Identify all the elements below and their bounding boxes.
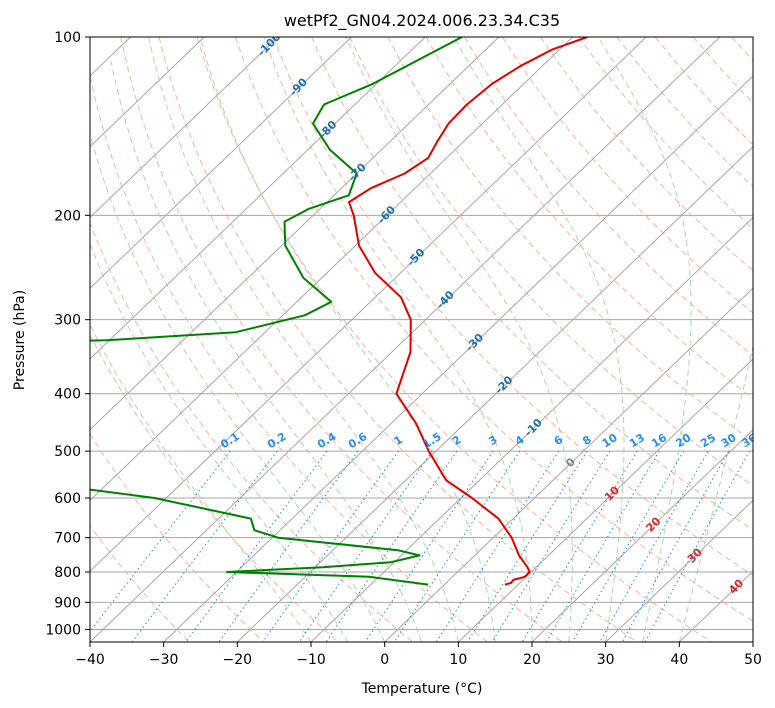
isotherm-line [163,75,753,642]
y-tick-label: 1000 [45,622,81,638]
mixing-ratio-line [644,450,751,642]
dry-adiabat-line [387,37,753,443]
dry-adiabat-line [90,73,488,642]
isotherm-line [90,37,647,572]
mixing-ratio-line [621,450,730,642]
isotherm-line [90,37,279,219]
mixing-ratio-line [545,450,660,642]
x-tick-label: 20 [523,652,541,668]
moist-adiabat-line [90,242,349,642]
series-layer [90,37,588,586]
x-tick-label: 10 [449,652,467,668]
background-lines [90,37,753,642]
y-tick-label: 400 [54,387,81,403]
mixing-ratio-line [185,450,328,642]
plot-frame [89,36,754,643]
dewpoint-trace [90,37,463,586]
y-axis-title: Pressure (hPa) [12,290,28,390]
moist-adiabat-line [90,132,386,642]
temperature-trace [348,37,588,586]
moist-adiabat-line [110,61,422,642]
plot-area: -100-90-80-70-60-50-40-30-20-10010203040… [90,37,753,642]
chart-title: wetPf2_GN04.2024.006.23.34.C35 [284,11,560,31]
dry-adiabat-line [501,37,753,314]
moist-adiabat-line [597,37,692,642]
isotherm-line [236,145,753,642]
mixing-ratio-line [435,450,560,642]
isotherm-line [384,287,753,642]
moist-adiabat-line [90,323,312,642]
x-tick-label: −40 [75,652,105,668]
x-axis-title: Temperature (°C) [361,681,483,697]
mixing-ratio-line [364,450,494,642]
mixing-ratio-line [572,450,685,642]
mixing-ratio-line [90,450,231,633]
y-tick-label: 500 [54,444,81,460]
y-tick-label: 600 [54,491,81,507]
moist-adiabat-line [678,344,753,642]
y-tick-label: 200 [54,208,81,224]
y-tick-label: 300 [54,313,81,329]
y-tick-label: 700 [54,531,81,547]
dry-adiabat-line [425,37,753,400]
x-tick-label: −30 [149,652,179,668]
y-axis: 100 200 300 400 500 600 700 800 900 1000 [45,30,90,638]
isotherm-line [90,37,352,289]
x-tick-label: −20 [223,652,253,668]
x-tick-label: 0 [380,652,389,668]
x-tick-label: −10 [296,652,326,668]
isotherm-line [90,37,721,642]
mixing-ratio-line [325,450,458,642]
mixing-ratio-line [218,450,359,642]
isotherm-line [90,37,500,431]
moist-adiabat-line [345,37,573,642]
isotherm-line [605,499,753,642]
dry-adiabat-line [90,333,339,642]
mixing-ratio-line [521,450,638,642]
dry-adiabat-line [273,37,753,576]
x-axis: −40 −30 −20 −10 0 10 20 30 40 50 [75,642,762,668]
moist-adiabat-line [453,37,625,642]
moist-adiabat-line [199,37,496,642]
y-tick-label: 900 [54,595,81,611]
dry-adiabat-line [90,221,414,642]
dry-adiabat-line [90,432,264,642]
moist-adiabat-line [263,37,533,642]
dry-adiabat-line [196,37,712,642]
isotherm-line [310,216,753,642]
isotherm-line [457,358,753,642]
y-tick-label: 800 [54,565,81,581]
x-tick-label: 30 [597,652,615,668]
mixing-ratio-line [393,450,521,642]
x-tick-label: 50 [744,652,762,668]
y-tick-label: 100 [54,30,81,46]
dry-adiabat-line [120,37,563,642]
mixing-ratio-line [599,450,709,642]
moist-adiabat-line [148,37,459,642]
isotherm-line [90,37,205,148]
x-tick-label: 40 [670,652,688,668]
isotherm-line [90,37,573,502]
isotherm-line [531,429,753,642]
mixing-ratio-line [131,450,278,642]
